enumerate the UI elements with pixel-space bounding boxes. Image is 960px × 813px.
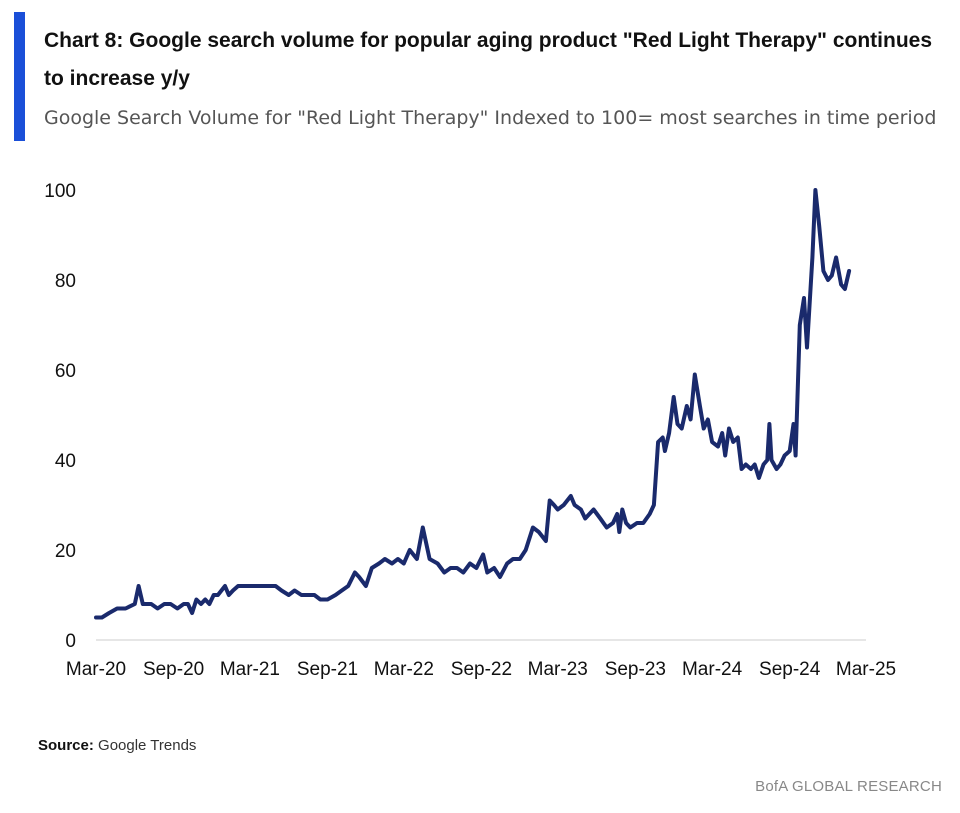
x-tick-label: Sep-24 <box>759 659 821 680</box>
x-tick-label: Mar-25 <box>836 659 896 680</box>
x-tick-label: Mar-23 <box>528 659 588 680</box>
source-label: Source: <box>38 737 94 754</box>
x-tick-label: Mar-20 <box>66 659 126 680</box>
series-line <box>94 188 852 620</box>
accent-bar <box>14 12 25 141</box>
y-axis: 0 20 40 60 80 100 <box>44 181 76 652</box>
y-tick-label: 80 <box>55 271 76 292</box>
x-tick-label: Sep-23 <box>605 659 666 680</box>
x-tick-label: Sep-22 <box>451 659 512 680</box>
y-tick-label: 40 <box>55 451 76 472</box>
y-tick-label: 20 <box>55 541 76 562</box>
chart-subtitle: Google Search Volume for "Red Light Ther… <box>44 107 937 129</box>
y-tick-label: 0 <box>65 631 76 652</box>
y-tick-label: 100 <box>44 181 76 202</box>
x-tick-label: Sep-21 <box>297 659 358 680</box>
chart-title: Chart 8: Google search volume for popula… <box>44 29 932 90</box>
x-tick-label: Mar-24 <box>682 659 743 680</box>
source-note: Source: Google Trends <box>38 737 196 754</box>
source-text: Google Trends <box>93 737 197 754</box>
x-tick-label: Mar-22 <box>374 659 434 680</box>
brand-label: BofA GLOBAL RESEARCH <box>755 778 942 795</box>
x-tick-label: Sep-20 <box>143 659 204 680</box>
x-axis: Mar-20 Sep-20 Mar-21 Sep-21 Mar-22 Sep-22 Mar-… <box>66 639 896 680</box>
series-layer <box>94 188 852 620</box>
x-tick-label: Mar-21 <box>220 659 280 680</box>
y-tick-label: 60 <box>55 361 76 382</box>
